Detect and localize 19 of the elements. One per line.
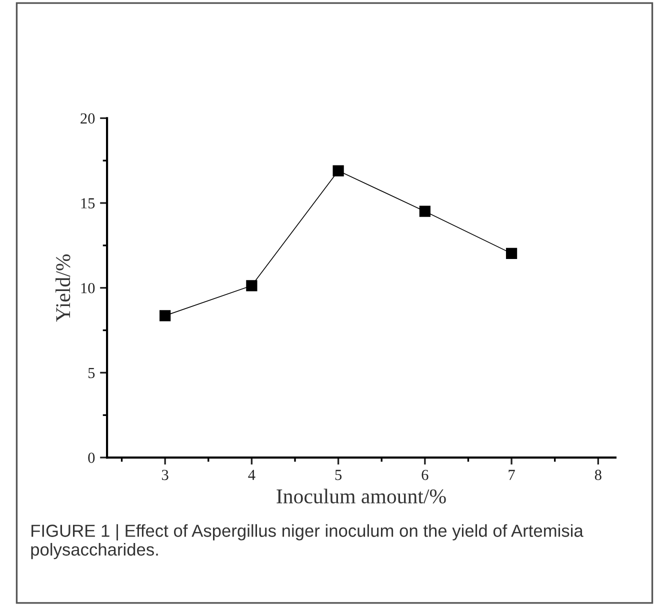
x-tick-label: 5: [335, 470, 342, 480]
point: [506, 248, 518, 259]
point: [160, 310, 171, 322]
y-tick-label: 5: [88, 368, 95, 378]
y-axis-title: Yield/%: [56, 254, 70, 322]
x-tick-label: 3: [162, 470, 168, 480]
caption: FIGURE 1 | Effect of Aspergillus niger inoculum on the yield of Artemisia polysaccharides.: [31, 524, 584, 560]
y-tick-label: 20: [80, 113, 95, 124]
x-axis-title: Inoculum amount/%: [276, 488, 446, 504]
point: [419, 206, 430, 217]
point: [246, 280, 258, 292]
y-tick-label: 15: [81, 198, 95, 208]
x-tick-label: 7: [508, 470, 515, 480]
x-tick-label: 8: [594, 470, 602, 480]
x-tick-label: 4: [248, 470, 256, 480]
y-tick-label: 0: [88, 452, 95, 463]
x-tick-label: 6: [422, 470, 428, 480]
y-tick-label: 10: [81, 282, 95, 294]
point: [332, 165, 344, 176]
